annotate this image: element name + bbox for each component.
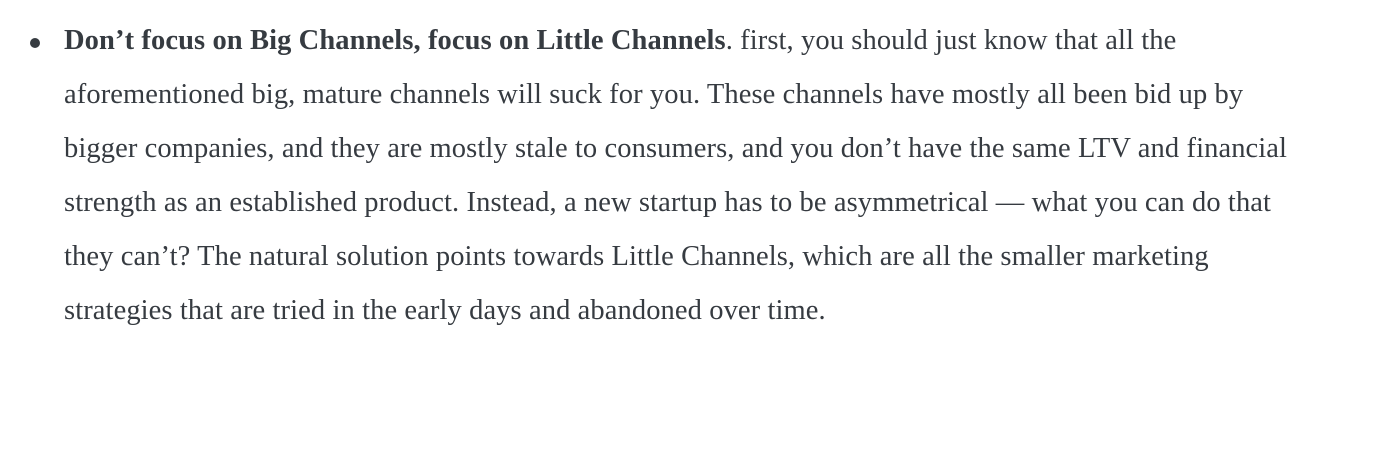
bold-lead-text: Don’t focus on Big Channels, focus on Li… [64, 25, 726, 56]
bullet-list-item: Don’t focus on Big Channels, focus on Li… [30, 14, 1319, 338]
bullet-paragraph: Don’t focus on Big Channels, focus on Li… [64, 14, 1319, 338]
bullet-marker [30, 38, 40, 48]
paragraph-body-text: . first, you should just know that all t… [64, 25, 1288, 326]
